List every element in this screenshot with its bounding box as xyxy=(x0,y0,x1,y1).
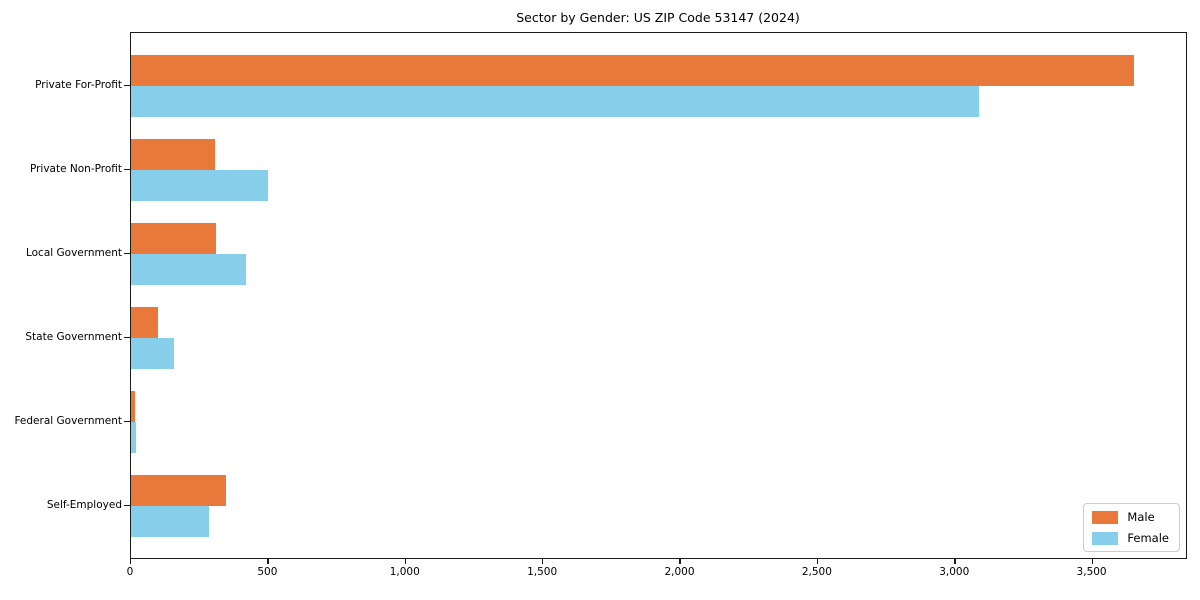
x-tick-mark xyxy=(954,558,956,564)
x-tick-mark xyxy=(404,558,407,564)
y-tick-mark xyxy=(124,84,130,86)
y-tick-label-local-government: Local Government xyxy=(25,246,122,259)
y-tick-label-state-government: State Government xyxy=(25,330,122,343)
bar-male-local-government xyxy=(131,222,217,254)
y-tick-label-federal-government: Federal Government xyxy=(14,414,122,427)
legend-label-male: Male xyxy=(1127,510,1155,524)
legend-swatch-female xyxy=(1092,531,1119,545)
x-tick-mark xyxy=(816,558,819,564)
bar-female-private-for-profit xyxy=(131,85,979,117)
x-tick-label-3000: 3,000 xyxy=(939,566,970,578)
legend-item-male: Male xyxy=(1092,510,1169,524)
plot-area: Male Female xyxy=(130,32,1187,559)
x-tick-label-3500: 3,500 xyxy=(1076,566,1107,578)
y-tick-mark xyxy=(124,504,130,506)
bar-male-private-for-profit xyxy=(131,54,1134,86)
y-tick-mark xyxy=(124,168,130,170)
x-tick-mark xyxy=(542,558,544,564)
x-tick-label-2500: 2,500 xyxy=(801,566,832,578)
x-tick-mark xyxy=(679,558,681,564)
bar-female-state-government xyxy=(131,337,174,369)
bar-male-federal-government xyxy=(131,390,136,422)
y-tick-mark xyxy=(124,252,130,254)
x-tick-label-0: 0 xyxy=(126,566,134,578)
bar-female-local-government xyxy=(131,253,247,285)
bar-male-self-employed xyxy=(131,474,226,506)
chart-title: Sector by Gender: US ZIP Code 53147 (202… xyxy=(516,10,800,25)
bar-male-private-non-profit xyxy=(131,138,215,170)
x-tick-label-1000: 1,000 xyxy=(389,566,420,578)
x-tick-label-500: 500 xyxy=(257,566,278,578)
legend: Male Female xyxy=(1083,503,1180,552)
x-tick-mark xyxy=(267,558,269,564)
y-tick-mark xyxy=(124,336,130,338)
y-tick-label-private-non-profit: Private Non-Profit xyxy=(29,162,122,175)
bar-female-federal-government xyxy=(131,421,137,453)
legend-swatch-male xyxy=(1092,510,1119,524)
y-tick-mark xyxy=(124,420,130,422)
x-tick-mark xyxy=(1091,558,1093,564)
bar-female-private-non-profit xyxy=(131,169,269,201)
x-tick-label-1500: 1,500 xyxy=(527,566,558,578)
bar-male-state-government xyxy=(131,306,159,338)
x-tick-label-2000: 2,000 xyxy=(664,566,695,578)
y-tick-label-private-for-profit: Private For-Profit xyxy=(35,78,122,91)
y-tick-label-self-employed: Self-Employed xyxy=(46,498,122,511)
x-tick-mark xyxy=(130,558,132,564)
bar-female-self-employed xyxy=(131,505,210,537)
legend-label-female: Female xyxy=(1127,531,1169,545)
legend-item-female: Female xyxy=(1092,531,1169,545)
